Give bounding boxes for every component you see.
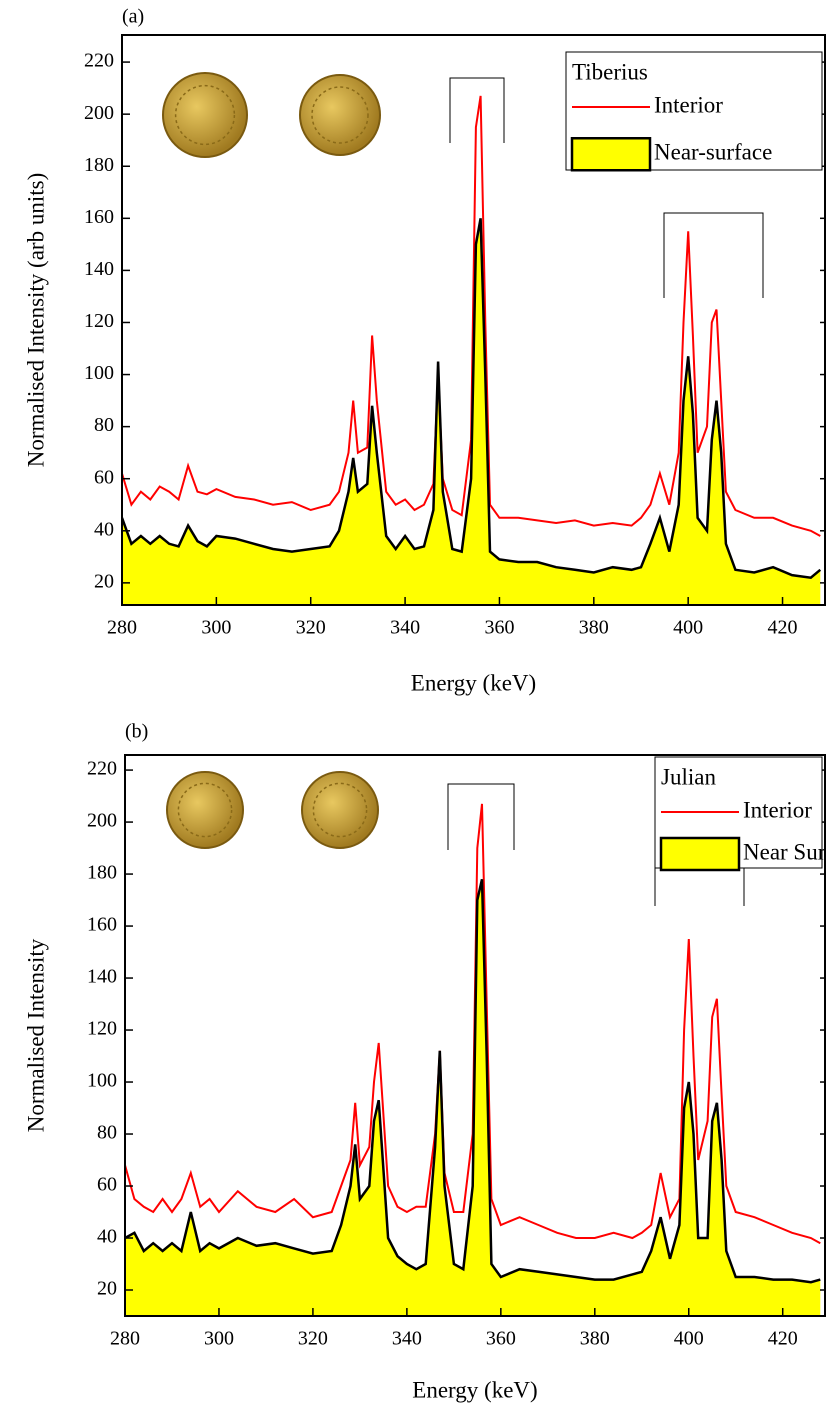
legend-label: Interior xyxy=(654,92,723,117)
y-tick-label: 40 xyxy=(94,518,114,540)
x-tick-label: 380 xyxy=(579,617,609,639)
figure: 280 300 320 340 360 380 400 420 20 40 60 80 100 120 14… xyxy=(0,0,826,1406)
peak-bracket xyxy=(664,213,763,298)
x-tick-label: 320 xyxy=(296,617,326,639)
y-tick-label: 120 xyxy=(84,310,114,332)
plot-data xyxy=(122,96,820,605)
x-tick-label: 340 xyxy=(390,617,420,639)
x-tick-label: 400 xyxy=(673,617,703,639)
x-tick-label: 360 xyxy=(484,617,514,639)
page: 280 300 320 340 360 380 400 420 20 40 60 80 100 120 14… xyxy=(0,0,826,1406)
legend-title: Tiberius xyxy=(572,59,648,84)
y-tick-label: 180 xyxy=(84,154,114,176)
x-tick-label: 380 xyxy=(580,1328,610,1350)
panel: 280 300 320 340 360 380 400 420 20 40 60 80 100 120 14… xyxy=(23,721,826,1403)
y-tick-label: 220 xyxy=(87,758,117,780)
legend-label: Near Surface xyxy=(743,839,826,864)
y-tick-label: 20 xyxy=(97,1278,117,1300)
y-tick-label: 160 xyxy=(84,206,114,228)
y-tick-label: 160 xyxy=(87,914,117,936)
y-tick-label: 140 xyxy=(84,258,114,280)
y-tick-label: 20 xyxy=(94,570,114,592)
panel-label: (a) xyxy=(122,6,144,28)
y-tick-label: 40 xyxy=(97,1226,117,1248)
x-tick-label: 340 xyxy=(392,1328,422,1350)
x-tick-label: 280 xyxy=(107,617,137,639)
y-tick-label: 80 xyxy=(94,414,114,436)
y-tick-label: 60 xyxy=(97,1174,117,1196)
y-axis-title: Normalised Intensity xyxy=(23,938,48,1132)
y-tick-label: 60 xyxy=(94,466,114,488)
legend-swatch xyxy=(572,138,650,170)
x-axis-title: Energy (keV) xyxy=(412,1377,537,1402)
y-axis-title: Normalised Intensity (arb units) xyxy=(23,173,48,467)
x-tick-label: 300 xyxy=(201,617,231,639)
y-tick-label: 100 xyxy=(84,362,114,384)
x-tick-label: 280 xyxy=(110,1328,140,1350)
y-tick-label: 200 xyxy=(84,102,114,124)
x-tick-label: 300 xyxy=(204,1328,234,1350)
y-tick-label: 200 xyxy=(87,810,117,832)
x-tick-label: 400 xyxy=(674,1328,704,1350)
x-tick-label: 420 xyxy=(768,1328,798,1350)
y-tick-label: 140 xyxy=(87,966,117,988)
x-tick-label: 320 xyxy=(298,1328,328,1350)
x-tick-label: 420 xyxy=(768,617,798,639)
panel-label: (b) xyxy=(125,721,148,743)
y-tick-label: 100 xyxy=(87,1070,117,1092)
x-tick-label: 360 xyxy=(486,1328,516,1350)
panel: 280 300 320 340 360 380 400 420 20 40 60 80 100 120 14… xyxy=(23,6,825,696)
legend-swatch xyxy=(661,838,739,870)
legend-label: Interior xyxy=(743,797,812,822)
y-tick-label: 80 xyxy=(97,1122,117,1144)
x-axis-title: Energy (keV) xyxy=(411,670,536,695)
peak-bracket xyxy=(450,78,504,143)
plot-data xyxy=(125,804,820,1316)
y-tick-label: 120 xyxy=(87,1018,117,1040)
legend-label: Near-surface xyxy=(654,140,772,165)
y-tick-label: 180 xyxy=(87,862,117,884)
y-tick-label: 220 xyxy=(84,50,114,72)
legend-title: Julian xyxy=(661,764,716,789)
